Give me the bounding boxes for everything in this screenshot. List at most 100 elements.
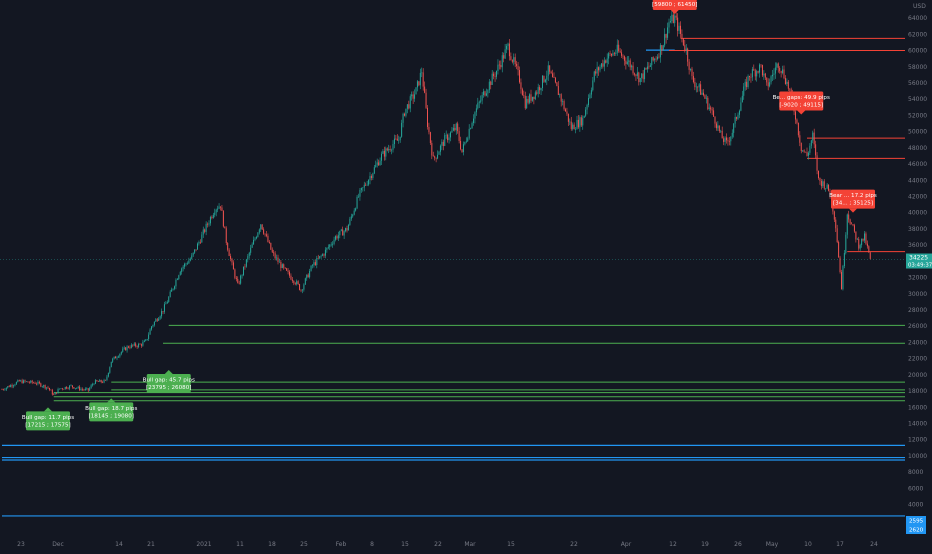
- candle-body: [265, 234, 268, 236]
- candle-body: [324, 249, 326, 256]
- candle-body: [613, 53, 615, 55]
- candle-body: [822, 181, 824, 187]
- candle-body: [399, 136, 401, 141]
- candle-body: [281, 264, 283, 269]
- candle-body: [484, 91, 486, 96]
- candle-body: [759, 64, 761, 73]
- candle-body: [332, 243, 334, 245]
- candle-body: [24, 380, 26, 382]
- candle-body: [700, 84, 702, 95]
- candle-body: [429, 132, 431, 144]
- candle-body: [127, 346, 130, 348]
- candle-body: [839, 257, 841, 273]
- candle-body: [212, 214, 214, 218]
- candle-body: [564, 109, 567, 112]
- candle-body: [623, 56, 625, 61]
- candle-body: [207, 223, 209, 225]
- candle-body: [250, 247, 252, 253]
- candle-body: [99, 380, 101, 382]
- candle-body: [720, 130, 722, 132]
- candle-body: [296, 281, 298, 284]
- candle-body: [71, 385, 73, 388]
- candle-body: [349, 218, 351, 225]
- candle-body: [117, 356, 119, 358]
- candle-body: [829, 190, 831, 195]
- candle-body: [319, 256, 321, 259]
- candle-body: [600, 63, 602, 67]
- y-tick-label: 8000: [908, 469, 923, 476]
- candle-body: [598, 67, 600, 71]
- candle-body: [497, 64, 499, 71]
- candle-body: [593, 71, 595, 81]
- candle-body: [58, 388, 61, 390]
- candle-body: [17, 380, 19, 383]
- candle-body: [161, 311, 163, 317]
- candle-body: [126, 346, 128, 351]
- candle-body: [182, 266, 184, 269]
- candle-body: [672, 14, 674, 23]
- candle-body: [132, 344, 134, 346]
- candle-body: [471, 123, 473, 129]
- candle-body: [89, 388, 91, 391]
- candle-body: [178, 275, 180, 280]
- candle-body: [234, 269, 236, 278]
- y-tick-label: 48000: [908, 145, 927, 152]
- candle-body: [587, 98, 590, 106]
- candle-body: [764, 73, 766, 78]
- candle-body: [629, 60, 631, 68]
- candle-body: [462, 144, 464, 153]
- candle-body: [853, 225, 855, 232]
- candle-body: [317, 257, 319, 259]
- candle-body: [217, 208, 219, 210]
- candle-body: [87, 388, 89, 391]
- candle-body: [654, 58, 656, 61]
- candle-body: [556, 82, 558, 87]
- x-tick-label: 26: [734, 541, 742, 548]
- candle-body: [375, 164, 377, 168]
- candle-body: [61, 388, 63, 389]
- candle-body: [786, 81, 788, 85]
- candle-body: [198, 242, 200, 244]
- gap-label-box: [831, 189, 875, 209]
- y-tick-label: 64000: [908, 15, 927, 22]
- candle-body: [559, 94, 561, 96]
- candle-body: [69, 385, 71, 389]
- y-tick-label: 50000: [908, 129, 927, 136]
- candle-body: [56, 392, 58, 394]
- candle-body: [708, 107, 710, 110]
- x-tick-label: 17: [836, 541, 844, 548]
- candle-body: [316, 257, 318, 266]
- candle-body: [621, 52, 623, 56]
- candle-body: [599, 66, 601, 71]
- candle-body: [311, 265, 314, 266]
- candle-body: [439, 145, 441, 152]
- candle-body: [549, 65, 551, 72]
- candle-body: [596, 67, 598, 74]
- candle-body: [12, 385, 15, 387]
- candle-body: [201, 234, 203, 243]
- candle-body: [264, 233, 266, 235]
- x-tick-label: May: [766, 541, 779, 548]
- gap-label-pointer: [849, 208, 857, 213]
- candle-body: [692, 76, 694, 83]
- candle-body: [748, 76, 751, 77]
- y-tick-label: 18000: [908, 388, 927, 395]
- x-tick-label: 18: [268, 541, 276, 548]
- candle-body: [77, 386, 79, 389]
- candle-body: [221, 207, 223, 211]
- candle-body: [113, 356, 115, 359]
- candle-body: [468, 128, 470, 139]
- candle-body: [33, 382, 35, 384]
- bear-gap-label: Bear gaps: 31 pips[59800 ; 61450]: [649, 0, 701, 14]
- y-tick-label: 42000: [908, 193, 927, 200]
- candle-body: [771, 74, 774, 77]
- candle-body: [554, 77, 556, 83]
- candle-body: [401, 122, 403, 137]
- y-tick-label: 10000: [908, 453, 927, 460]
- candle-body: [507, 43, 509, 46]
- candle-body: [570, 121, 572, 129]
- candle-body: [809, 145, 811, 153]
- y-tick-label: 54000: [908, 96, 927, 103]
- candle-body: [283, 264, 285, 268]
- candle-body: [412, 94, 414, 99]
